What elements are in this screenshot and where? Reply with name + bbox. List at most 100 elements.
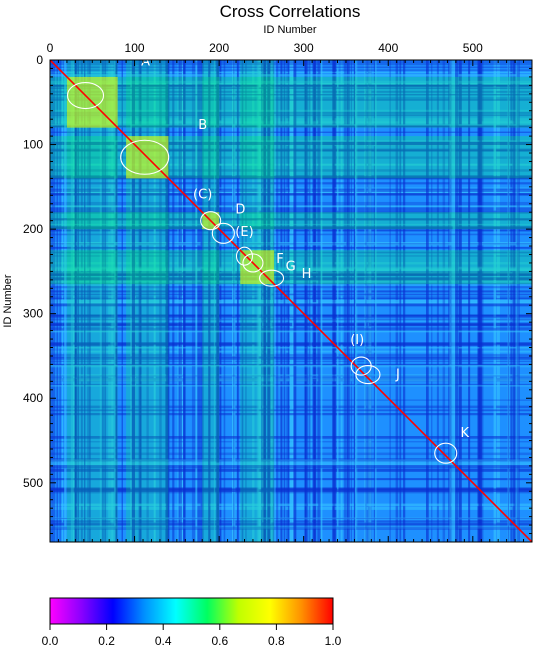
texture-stripe-h — [50, 459, 532, 463]
annotation-label-4: D — [235, 202, 245, 217]
annotation-ellipse-3 — [200, 211, 222, 231]
texture-stripe-v — [367, 60, 369, 542]
band-column — [66, 60, 118, 542]
texture-stripe-v — [245, 60, 247, 542]
annotation-ellipse-10 — [355, 365, 381, 385]
texture-stripe-h — [50, 156, 532, 159]
texture-stripe-h — [50, 193, 532, 196]
texture-stripe-v — [200, 60, 204, 542]
texture-stripe-h — [50, 114, 532, 117]
texture-stripe-v — [274, 60, 276, 542]
texture-stripe-v — [455, 60, 459, 542]
texture-stripe-h — [50, 182, 532, 185]
texture-stripe-h — [50, 409, 532, 412]
x-tick-label: 0 — [47, 41, 54, 55]
colorbar-tick-label: 0.2 — [98, 634, 115, 648]
texture-stripe-v — [191, 60, 196, 542]
texture-stripe-v — [114, 60, 118, 542]
annotation-ellipse-5 — [235, 246, 254, 266]
texture-stripe-v — [195, 60, 198, 542]
x-tick-label: 500 — [463, 41, 483, 55]
texture-stripe-h — [50, 458, 532, 462]
texture-stripe-h — [50, 84, 532, 87]
texture-stripe-v — [59, 60, 62, 542]
texture-stripe-v — [452, 60, 456, 542]
texture-stripe-v — [111, 60, 115, 542]
texture-stripe-v — [70, 60, 74, 542]
texture-stripe-v — [292, 60, 295, 542]
texture-stripe-h — [50, 169, 532, 172]
band-row — [50, 136, 532, 179]
texture-stripe-v — [64, 60, 67, 542]
texture-stripe-h — [50, 375, 532, 377]
y-tick-label: 500 — [23, 476, 43, 490]
texture-stripe-h — [50, 358, 532, 360]
texture-stripe-v — [399, 60, 402, 542]
texture-stripe-h — [50, 384, 532, 387]
texture-stripe-v — [479, 60, 483, 542]
plot-frame — [49, 59, 533, 543]
x-tick-label: 400 — [378, 41, 398, 55]
texture-stripe-h — [50, 61, 532, 66]
texture-stripe-v — [389, 60, 391, 542]
texture-stripe-v — [449, 60, 453, 542]
texture-stripe-h — [50, 111, 532, 114]
texture-stripe-v — [256, 60, 260, 542]
texture-stripe-h — [50, 255, 532, 257]
texture-stripe-v — [89, 60, 91, 542]
annotation-label-5: (E) — [235, 225, 253, 240]
texture-stripe-h — [50, 293, 532, 296]
texture-stripe-h — [50, 279, 532, 283]
texture-stripe-v — [183, 60, 186, 542]
heatmap-area — [50, 60, 532, 542]
texture-stripe-v — [478, 60, 481, 542]
texture-stripe-v — [318, 60, 321, 542]
texture-stripe-v — [515, 60, 519, 542]
band-column — [126, 60, 169, 542]
texture-stripe-h — [50, 69, 532, 72]
y-axis-label: ID Number — [2, 274, 14, 328]
colorbar: 0.0 0.2 0.4 0.6 0.8 1.0 — [42, 597, 342, 648]
texture-stripe-h — [50, 124, 532, 128]
texture-stripe-v — [114, 60, 116, 542]
band-row — [50, 250, 532, 285]
texture-stripe-h — [50, 525, 532, 529]
texture-stripe-v — [216, 60, 220, 542]
texture-stripe-v — [304, 60, 308, 542]
texture-stripe-v — [50, 60, 53, 542]
texture-stripe-v — [348, 60, 350, 542]
y-tick-label: 100 — [23, 138, 43, 152]
texture-stripe-v — [233, 60, 235, 542]
texture-stripe-h — [50, 272, 532, 274]
annotation-ellipse-8 — [259, 269, 285, 287]
texture-stripe-h — [50, 364, 532, 367]
texture-stripe-h — [50, 124, 532, 126]
texture-stripe-h — [50, 363, 532, 366]
texture-stripe-h — [50, 268, 532, 272]
texture-stripe-v — [516, 60, 520, 542]
texture-stripe-h — [50, 303, 532, 307]
texture-stripe-v — [507, 60, 509, 542]
texture-stripe-h — [50, 148, 532, 152]
x-tick-label: 200 — [209, 41, 229, 55]
texture-stripe-v — [104, 60, 107, 542]
texture-stripe-h — [50, 487, 532, 491]
texture-stripe-v — [131, 60, 135, 542]
texture-stripe-v — [159, 60, 162, 542]
colorbar-tick-label: 0.0 — [42, 634, 59, 648]
x-axis-label: ID Number — [263, 24, 317, 36]
texture-stripe-v — [232, 60, 236, 542]
texture-stripe-v — [283, 60, 286, 542]
texture-stripe-v — [266, 60, 271, 542]
texture-stripe-h — [50, 201, 532, 206]
texture-stripe-h — [50, 468, 532, 472]
texture-stripe-h — [50, 322, 532, 327]
texture-stripe-h — [50, 283, 532, 285]
x-tick-label: 100 — [125, 41, 145, 55]
annotation-ellipse-11 — [434, 442, 458, 464]
texture-stripe-h — [50, 276, 532, 281]
annotation-label-10: J — [395, 368, 400, 383]
texture-stripe-v — [332, 60, 336, 542]
texture-stripe-h — [50, 489, 532, 493]
texture-stripe-v — [312, 60, 317, 542]
